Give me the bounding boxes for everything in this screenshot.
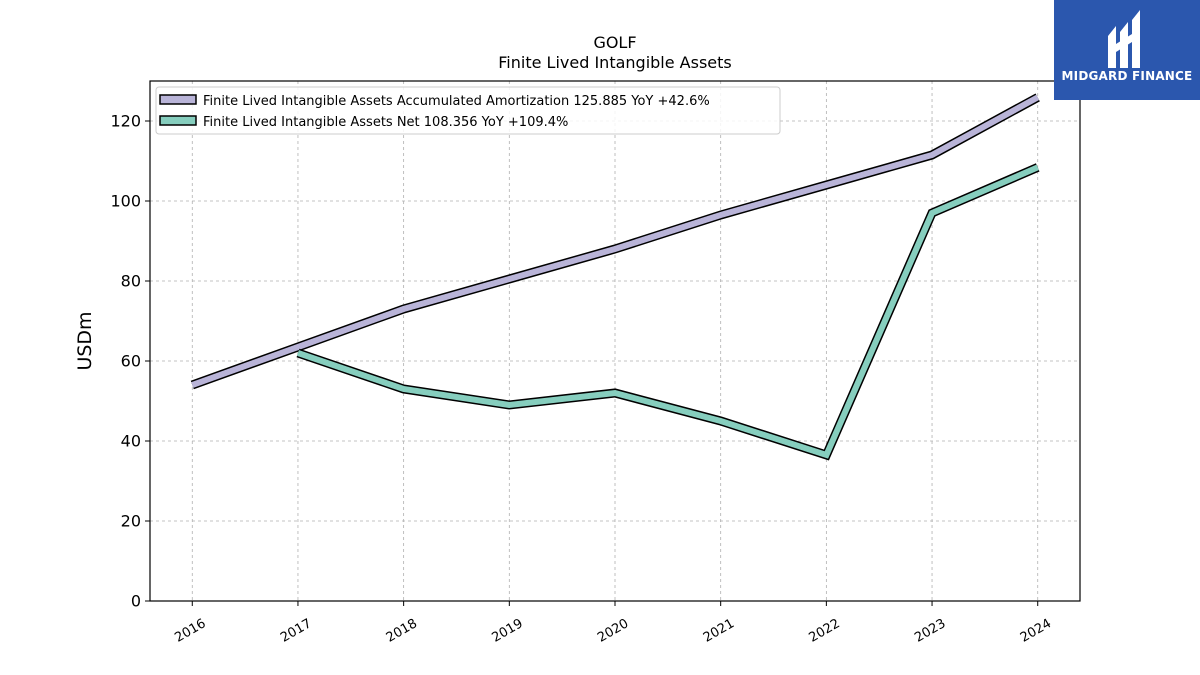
legend: Finite Lived Intangible Assets Accumulat… bbox=[155, 86, 781, 135]
x-tick-label: 2020 bbox=[595, 616, 631, 646]
midgard-finance-logo: MIDGARD FINANCE bbox=[1054, 0, 1200, 100]
y-tick-label: 120 bbox=[110, 112, 141, 131]
logo-text: MIDGARD FINANCE bbox=[1061, 69, 1193, 83]
legend-box bbox=[155, 86, 781, 135]
x-tick-label: 2017 bbox=[278, 616, 314, 646]
legend-label-accumulated-amortization: Finite Lived Intangible Assets Accumulat… bbox=[203, 94, 710, 109]
legend-swatch-net bbox=[159, 115, 197, 126]
x-tick-label: 2019 bbox=[489, 616, 525, 646]
x-tick-label: 2024 bbox=[1018, 616, 1054, 646]
x-tick-label: 2016 bbox=[172, 616, 208, 646]
legend-label-net: Finite Lived Intangible Assets Net 108.3… bbox=[203, 115, 568, 130]
y-tick-label: 40 bbox=[121, 432, 141, 451]
x-tick-label: 2018 bbox=[384, 616, 420, 646]
x-tick-label: 2023 bbox=[912, 616, 948, 646]
x-axis: 2016 2017 2018 2019 2020 2021 2022 2023 2024 bbox=[172, 601, 1054, 646]
x-tick-label: 2022 bbox=[807, 616, 843, 646]
legend-swatch-accumulated-amortization bbox=[159, 94, 197, 105]
y-tick-label: 20 bbox=[121, 512, 141, 531]
y-tick-label: 100 bbox=[110, 192, 141, 211]
series-lines bbox=[190, 93, 1040, 461]
y-axis: 0 20 40 60 80 100 120 bbox=[110, 112, 150, 611]
y-tick-label: 80 bbox=[121, 272, 141, 291]
chart-subtitle: Finite Lived Intangible Assets bbox=[498, 53, 731, 72]
y-axis-label: USDm bbox=[74, 311, 96, 370]
midgard-logo-icon bbox=[1108, 10, 1140, 68]
x-tick-label: 2021 bbox=[701, 616, 737, 646]
grid-lines bbox=[150, 81, 1080, 602]
chart-title: GOLF bbox=[593, 33, 636, 52]
y-tick-label: 0 bbox=[131, 592, 141, 611]
y-tick-label: 60 bbox=[121, 352, 141, 371]
series-line-1 bbox=[297, 164, 1039, 459]
